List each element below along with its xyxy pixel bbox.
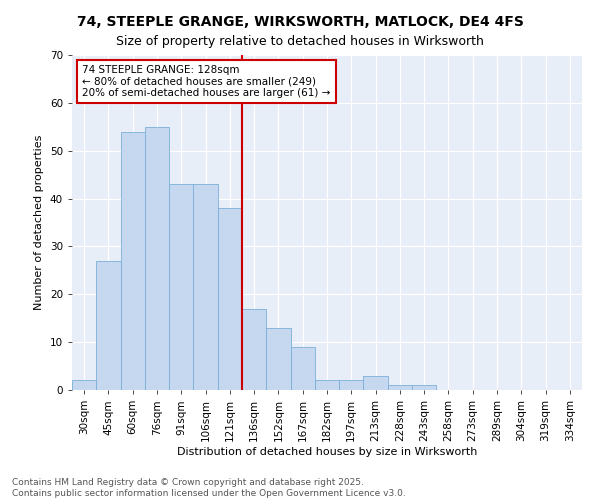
Bar xyxy=(364,376,388,390)
Bar xyxy=(412,385,436,390)
Y-axis label: Number of detached properties: Number of detached properties xyxy=(34,135,44,310)
Bar xyxy=(242,308,266,390)
Bar xyxy=(339,380,364,390)
Text: 74 STEEPLE GRANGE: 128sqm
← 80% of detached houses are smaller (249)
20% of semi: 74 STEEPLE GRANGE: 128sqm ← 80% of detac… xyxy=(82,65,331,98)
X-axis label: Distribution of detached houses by size in Wirksworth: Distribution of detached houses by size … xyxy=(177,446,477,456)
Bar xyxy=(193,184,218,390)
Bar xyxy=(218,208,242,390)
Bar xyxy=(315,380,339,390)
Bar xyxy=(145,127,169,390)
Bar xyxy=(72,380,96,390)
Bar xyxy=(96,261,121,390)
Text: Size of property relative to detached houses in Wirksworth: Size of property relative to detached ho… xyxy=(116,35,484,48)
Bar xyxy=(121,132,145,390)
Text: Contains HM Land Registry data © Crown copyright and database right 2025.
Contai: Contains HM Land Registry data © Crown c… xyxy=(12,478,406,498)
Bar xyxy=(388,385,412,390)
Bar xyxy=(169,184,193,390)
Bar xyxy=(290,347,315,390)
Text: 74, STEEPLE GRANGE, WIRKSWORTH, MATLOCK, DE4 4FS: 74, STEEPLE GRANGE, WIRKSWORTH, MATLOCK,… xyxy=(77,15,523,29)
Bar xyxy=(266,328,290,390)
